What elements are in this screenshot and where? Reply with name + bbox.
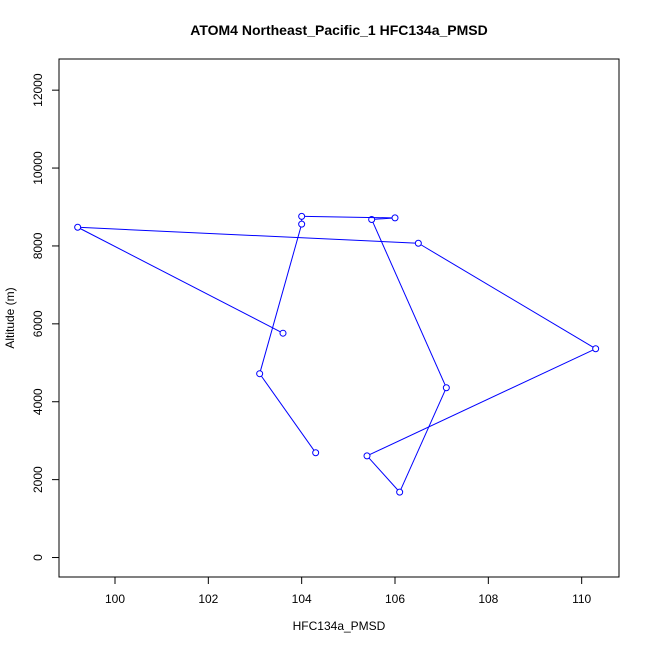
x-tick-label: 106 (385, 592, 405, 606)
y-tick-label: 8000 (31, 232, 45, 259)
data-point (414, 239, 422, 247)
y-axis-label: Altitude (m) (3, 287, 17, 348)
x-tick-label: 102 (198, 592, 218, 606)
series-line-segment (80, 228, 281, 333)
data-point (391, 214, 399, 222)
data-point (256, 370, 264, 378)
x-tick-label: 110 (572, 592, 591, 606)
y-tick-label: 2000 (31, 466, 45, 493)
series-line-segment (368, 457, 399, 491)
y-axis: 0 2000 4000 6000 8000 10000 12000 (31, 73, 59, 561)
plot-frame (58, 58, 620, 578)
series-layer (74, 212, 600, 496)
y-tick-label: 4000 (31, 388, 45, 415)
data-point (279, 329, 287, 337)
chart-title: ATOM4 Northeast_Pacific_1 HFC134a_PMSD (190, 22, 487, 38)
series-line-segment (400, 390, 446, 490)
series-line-segment (259, 226, 302, 371)
x-tick-label: 100 (105, 592, 125, 606)
x-tick-label: 108 (478, 592, 498, 606)
y-tick-label: 12000 (31, 73, 45, 107)
y-tick-label: 0 (31, 554, 45, 561)
x-axis: 100 102 104 106 108 110 (105, 577, 592, 606)
series-line-segment (372, 222, 446, 386)
data-point (368, 215, 376, 223)
data-point (363, 452, 371, 460)
series-line-segment (80, 226, 416, 244)
y-tick-label: 10000 (31, 151, 45, 185)
data-point (298, 212, 306, 220)
series-line-segment (260, 375, 315, 451)
x-axis-label: HFC134a_PMSD (293, 619, 386, 633)
series-line-segment (420, 244, 594, 348)
data-point (74, 223, 82, 231)
data-point (396, 488, 404, 496)
y-tick-label: 6000 (31, 310, 45, 337)
data-point (442, 384, 450, 392)
data-point (312, 449, 320, 457)
data-point (298, 220, 306, 228)
series-line-segment (374, 217, 393, 220)
x-tick-label: 104 (292, 592, 312, 606)
series-line-segment (369, 349, 594, 456)
series-line-segment (304, 215, 393, 219)
data-point (592, 345, 600, 353)
